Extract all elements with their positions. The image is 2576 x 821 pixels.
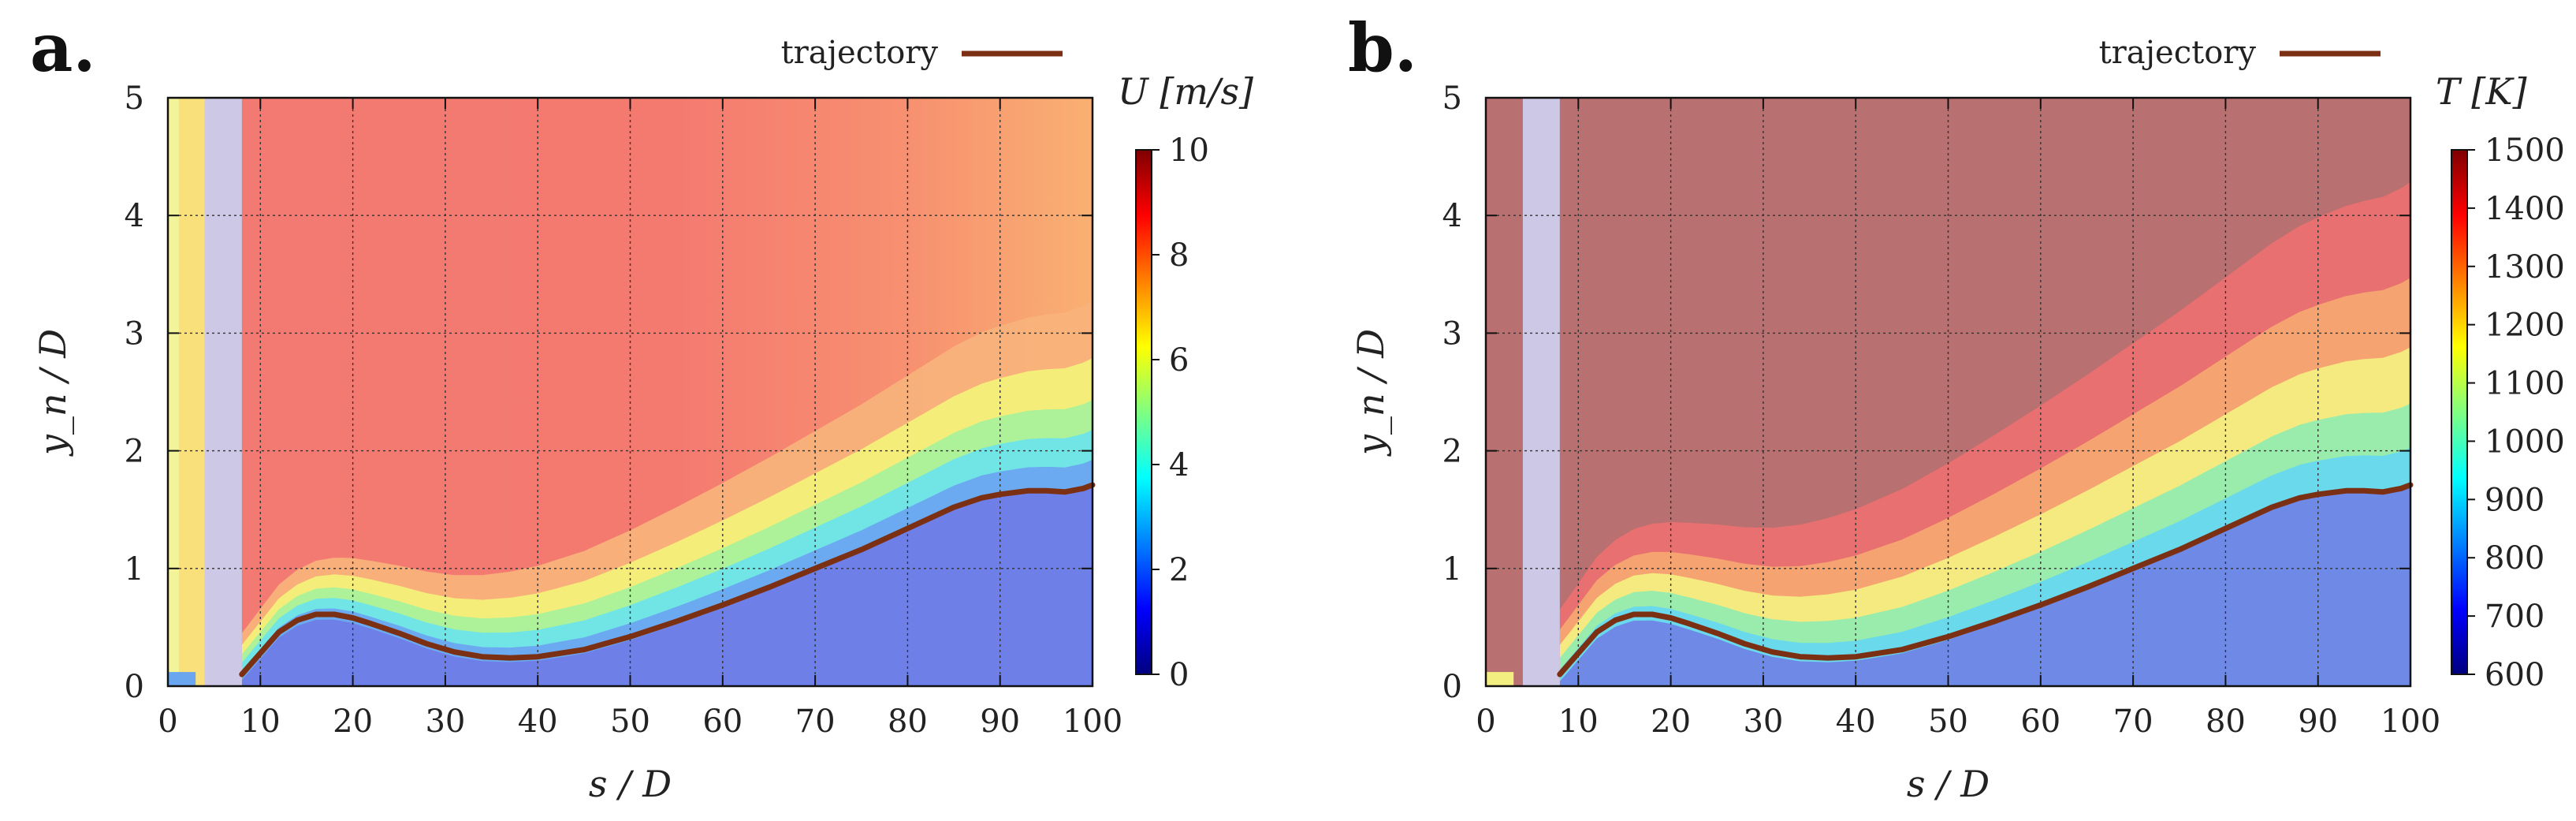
x-tick-label: 60	[2020, 703, 2060, 740]
colorbar-tick-label: 10	[1169, 132, 1209, 169]
colorbar	[1135, 149, 1152, 675]
colorbar-tick-label: 1300	[2485, 249, 2565, 285]
y-tick-label: 3	[125, 315, 144, 352]
x-tick-label: 30	[1743, 703, 1783, 740]
colorbar-tick-label: 700	[2485, 599, 2544, 635]
colorbar-tick-label: 1400	[2485, 191, 2565, 227]
trajectory-line	[1557, 482, 2414, 677]
legend-label: trajectory	[2099, 35, 2257, 71]
colorbar	[2451, 149, 2468, 675]
inlet-jet	[1486, 672, 1514, 686]
inlet-edge	[168, 98, 180, 686]
x-tick-label: 0	[1476, 703, 1495, 740]
x-tick-label: 30	[425, 703, 465, 740]
y-tick-label: 4	[125, 198, 144, 234]
colorbar-tick-label: 8	[1169, 237, 1189, 274]
colorbar-tick-label: 900	[2485, 482, 2544, 518]
x-tick-label: 90	[980, 703, 1020, 740]
x-tick-label: 50	[610, 703, 650, 740]
x-axis-label: s / D	[1907, 763, 1990, 805]
colorbar-tick-label: 6	[1169, 342, 1189, 379]
legend-label: trajectory	[781, 35, 939, 71]
colorbar-tick-label: 1200	[2485, 308, 2565, 344]
x-tick-label: 10	[240, 703, 281, 740]
y-tick-label: 4	[1442, 198, 1462, 234]
panel-label: b.	[1348, 9, 1417, 87]
masked-band	[1522, 98, 1560, 686]
colorbar-tick-label: 600	[2485, 657, 2544, 693]
trajectory-line	[239, 482, 1096, 677]
x-tick-label: 60	[702, 703, 743, 740]
y-tick-label: 1	[1442, 551, 1462, 588]
x-tick-label: 100	[1063, 703, 1122, 740]
y-axis-label: y_n / D	[32, 329, 74, 457]
y-tick-label: 1	[125, 551, 144, 588]
x-tick-label: 70	[795, 703, 836, 740]
y-axis-label: y_n / D	[1349, 329, 1392, 457]
y-tick-label: 2	[1442, 434, 1462, 470]
x-tick-label: 20	[1651, 703, 1691, 740]
masked-band	[204, 98, 242, 686]
y-tick-label: 0	[125, 669, 144, 705]
y-tick-label: 5	[1442, 80, 1462, 117]
colorbar-tick-label: 1000	[2485, 424, 2565, 460]
y-tick-label: 2	[125, 434, 144, 470]
x-tick-label: 10	[1558, 703, 1599, 740]
colorbar-title: U [m/s]	[1118, 70, 1253, 113]
x-tick-label: 40	[1836, 703, 1876, 740]
colorbar-tick-label: 1500	[2485, 132, 2565, 169]
colorbar-tick-label: 2	[1169, 552, 1189, 588]
grid	[1486, 98, 2410, 686]
x-tick-label: 80	[888, 703, 928, 740]
y-tick-label: 0	[1442, 669, 1462, 705]
field-layer	[241, 485, 1093, 686]
x-tick-label: 100	[2381, 703, 2440, 740]
field-layer	[1559, 483, 2410, 686]
x-tick-label: 50	[1928, 703, 1968, 740]
panel-label: a.	[30, 9, 96, 87]
x-tick-label: 90	[2298, 703, 2338, 740]
colorbar-tick-label: 1100	[2485, 366, 2565, 402]
inlet-jet	[168, 672, 196, 686]
x-tick-label: 80	[2206, 703, 2246, 740]
grid	[168, 98, 1093, 686]
x-tick-label: 70	[2113, 703, 2153, 740]
heatmap-field	[168, 98, 1093, 686]
x-tick-label: 20	[333, 703, 373, 740]
colorbar-tick-label: 4	[1169, 447, 1189, 483]
x-tick-label: 0	[158, 703, 177, 740]
y-tick-label: 5	[125, 80, 144, 117]
x-axis-label: s / D	[589, 763, 672, 805]
colorbar-tick-label: 800	[2485, 540, 2544, 577]
colorbar-title: T [K]	[2436, 70, 2527, 113]
y-tick-label: 3	[1442, 315, 1462, 352]
colorbar-tick-label: 0	[1169, 657, 1189, 693]
x-tick-label: 40	[518, 703, 558, 740]
